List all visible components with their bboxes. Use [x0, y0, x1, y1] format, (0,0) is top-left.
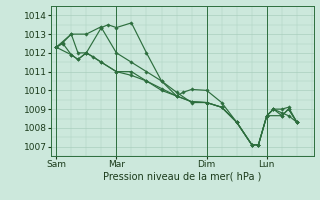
X-axis label: Pression niveau de la mer( hPa ): Pression niveau de la mer( hPa ): [103, 172, 261, 182]
